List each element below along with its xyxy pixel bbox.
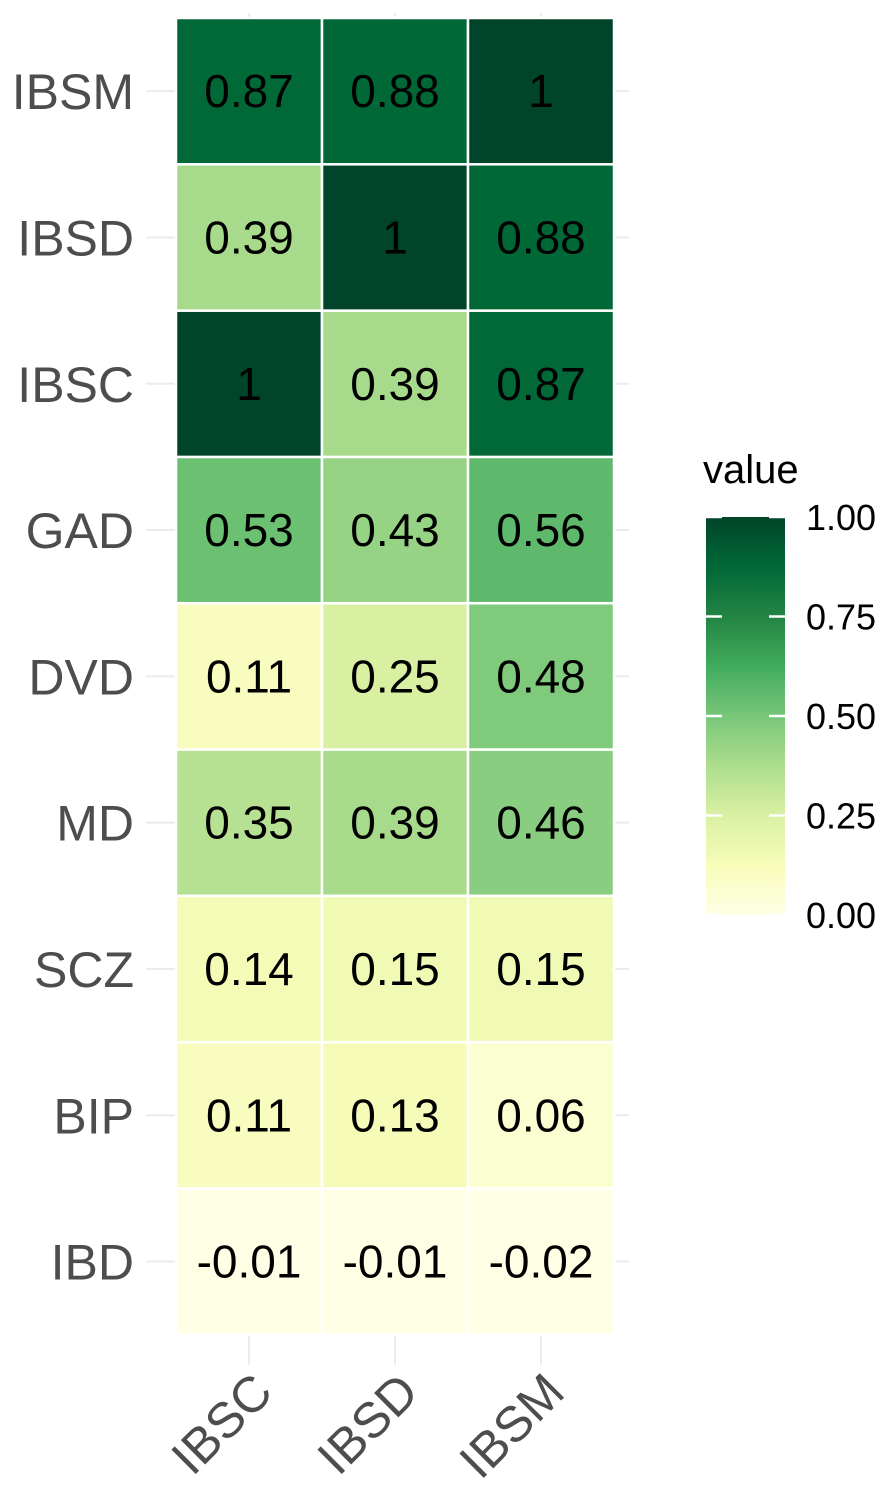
y-tick-label: GAD [26,503,134,559]
legend-tick-label: 1.00 [806,497,876,538]
cell-value-label: 0.39 [350,358,440,410]
heatmap-cell [466,455,616,605]
heatmap-cell [174,1187,324,1336]
cell-value-label: 0.46 [496,797,586,849]
cell-value-label: 0.06 [496,1089,586,1141]
cell-value-label: 0.39 [350,797,440,849]
cell-value-label: 0.87 [496,358,586,410]
heatmap-cell [466,748,616,898]
heatmap-cell [466,601,616,751]
cell-value-label: 0.88 [350,65,440,117]
cell-value-label: 0.11 [206,1089,292,1141]
cell-value-label: 1 [528,65,554,117]
legend-title: value [703,448,799,492]
heatmap-cell [174,748,324,898]
y-tick-label: IBSC [17,357,134,413]
cell-value-label: 0.88 [496,211,586,263]
y-tick-label: IBSD [17,210,134,266]
heatmap-cell [320,748,470,898]
y-tick-label: IBD [51,1235,134,1291]
cell-value-label: 0.43 [350,504,440,556]
y-tick-label: SCZ [34,942,134,998]
cell-value-label: -0.02 [489,1236,594,1288]
heatmap-cell [320,455,470,605]
cell-value-label: 0.15 [350,943,440,995]
cell-value-label: 0.53 [204,504,294,556]
heatmap-cell [466,309,616,459]
legend-tick-label: 0.75 [806,597,876,638]
heatmap-cell [174,455,324,605]
legend-tick-label: 0.25 [806,796,876,837]
heatmap-cell [466,163,616,312]
heatmap-cell [466,16,616,166]
cell-value-label: 0.35 [204,797,294,849]
cell-value-label: 0.25 [350,650,440,702]
y-tick-label: DVD [28,649,134,705]
heatmap-cells [174,16,616,1336]
cell-value-label: 0.14 [204,943,294,995]
color-legend: value 1.00 0.75 0.50 0.25 0.00 [703,448,876,936]
y-axis: IBD BIP SCZ MD DVD GAD IBSC IBSD IBSM [12,64,134,1290]
cell-value-label: 1 [236,358,262,410]
heatmap-cell [174,163,324,312]
x-axis: IBSC IBSD IBSM [161,1363,575,1489]
x-tick-label: IBSD [307,1363,429,1485]
cell-value-label: -0.01 [343,1236,448,1288]
cell-value-label: 1 [382,211,408,263]
cell-value-label: 0.56 [496,504,586,556]
x-tick-label: IBSC [161,1363,283,1485]
heatmap-cell [466,1040,616,1190]
cell-value-label: -0.01 [197,1236,302,1288]
cell-value-label: 0.11 [206,650,292,702]
cell-value-label: 0.48 [496,650,586,702]
x-tick-label: IBSM [449,1363,575,1489]
cell-value-label: 0.39 [204,211,294,263]
cell-value-label: 0.15 [496,943,586,995]
cell-value-label: 0.87 [204,65,294,117]
heatmap-cell [174,601,324,751]
heatmap-cell [320,601,470,751]
cell-value-label: 0.13 [350,1089,440,1141]
legend-tick-label: 0.50 [806,696,876,737]
heatmap-cell [320,16,470,166]
y-tick-label: IBSM [12,64,134,120]
legend-tick-label: 0.00 [806,895,876,936]
heatmap-cell [174,894,324,1044]
y-tick-label: MD [56,796,134,852]
heatmap-cell [320,1040,470,1190]
cell-value-labels: -0.01 -0.01 -0.02 0.11 0.13 0.06 0.14 0.15 0.15 0… [197,65,594,1287]
y-tick-label: BIP [53,1088,134,1144]
